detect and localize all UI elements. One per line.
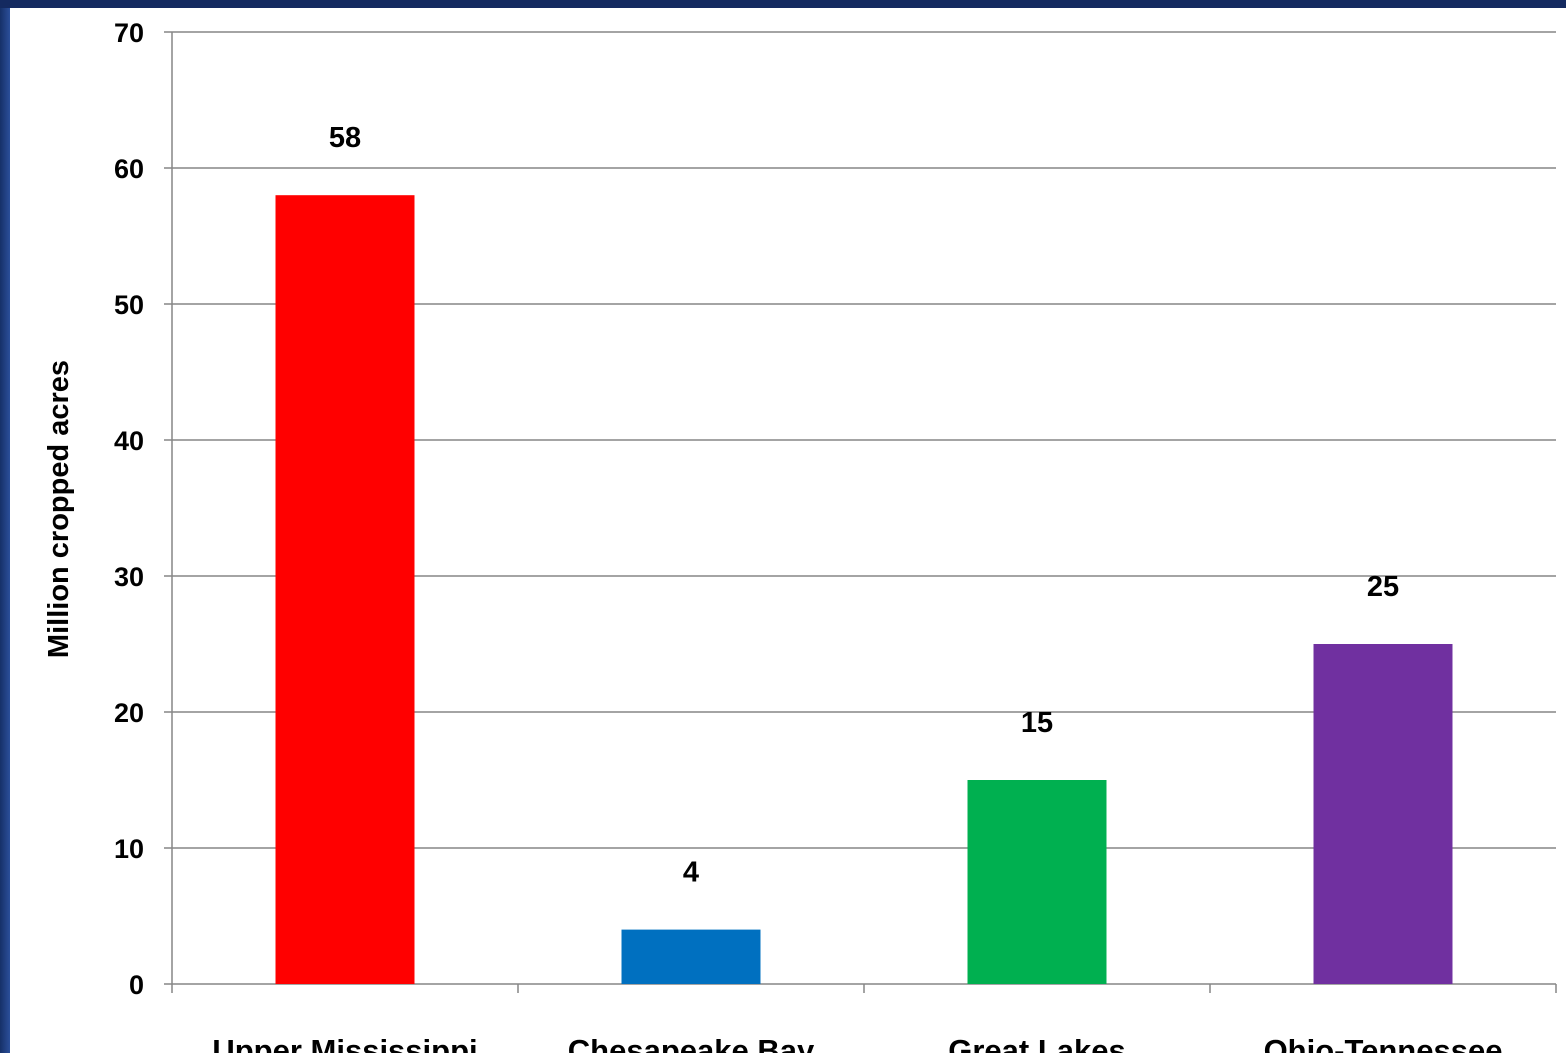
bars [275, 195, 1453, 984]
x-category-label: Great Lakes [948, 1033, 1126, 1053]
data-label: 15 [1021, 707, 1053, 739]
labels: 0 10 20 30 40 50 60 70 58 Upper Mississippi 4 Chesa… [114, 18, 1502, 1053]
y-tick-label: 20 [114, 698, 144, 728]
x-category-label: Chesapeake Bay [568, 1033, 815, 1053]
y-tick-label: 70 [114, 18, 144, 48]
bar [1313, 644, 1453, 984]
y-tick-label: 10 [114, 834, 144, 864]
bar [621, 929, 761, 984]
y-tick-label: 50 [114, 290, 144, 320]
y-axis-title: Million cropped acres [43, 360, 75, 658]
y-tick-label: 40 [114, 426, 144, 456]
x-category-label: Ohio-Tennessee [1264, 1033, 1503, 1053]
x-category-label: Upper Mississippi [212, 1033, 477, 1053]
y-tick-label: 30 [114, 562, 144, 592]
y-tick-label: 0 [129, 970, 144, 1000]
data-label: 4 [683, 857, 699, 889]
slide-top-bar [0, 0, 1566, 8]
bar [967, 780, 1107, 984]
y-tick-label: 60 [114, 154, 144, 184]
data-label: 25 [1367, 571, 1399, 603]
data-label: 58 [329, 122, 361, 154]
bar [275, 195, 415, 984]
